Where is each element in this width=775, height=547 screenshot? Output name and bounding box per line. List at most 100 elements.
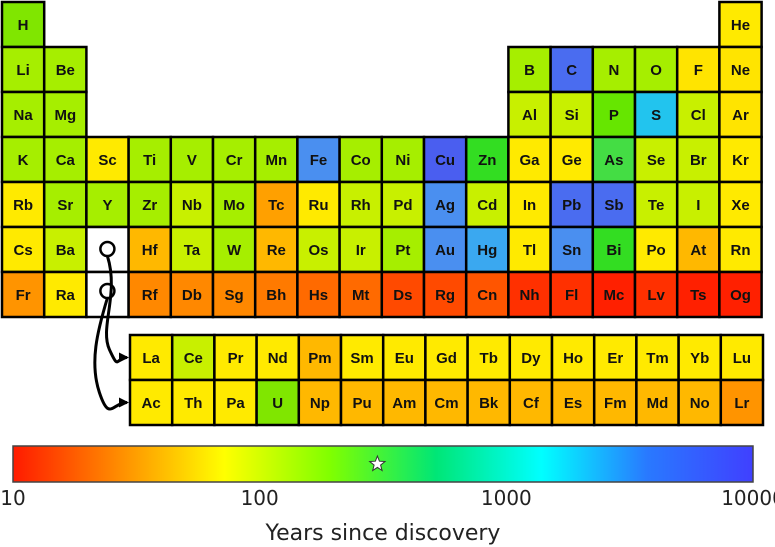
element-cs: Cs [0, 225, 46, 274]
link-arrow [93, 297, 129, 411]
element-cell-bg [422, 225, 468, 274]
element-cell-bg [424, 378, 469, 427]
element-symbol: Cn [477, 287, 497, 304]
color-bar [12, 445, 754, 483]
element-symbol: Ga [519, 152, 540, 169]
element-symbol: Co [351, 152, 371, 169]
element-symbol: Fl [565, 287, 578, 304]
element-y: Y [85, 180, 130, 229]
element-as: As [591, 135, 637, 184]
element-bi: Bi [591, 225, 637, 274]
element-symbol: Pr [228, 350, 244, 367]
element-cell-bg [718, 180, 763, 229]
element-symbol: Hg [477, 242, 497, 259]
element-f: F [675, 45, 721, 94]
element-rh: Rh [338, 180, 384, 229]
element-symbol: Te [648, 197, 664, 214]
element-cell-bg [380, 180, 426, 229]
legend-tick-label: 10000 [721, 486, 775, 510]
element-cell-bg [633, 225, 679, 274]
element-sb: Sb [591, 180, 637, 229]
element-symbol: Cf [523, 395, 540, 412]
element-cell-bg [507, 135, 552, 184]
element-symbol: Rf [142, 287, 159, 304]
element-symbol: H [18, 17, 29, 34]
element-symbol: Cd [477, 197, 497, 214]
element-symbol: Es [564, 395, 582, 412]
element-cr: Cr [211, 135, 257, 184]
element-symbol: Dy [521, 350, 541, 367]
element-mc: Mc [591, 270, 637, 319]
element-symbol: Bk [479, 395, 499, 412]
element-tc: Tc [253, 180, 299, 229]
element-cell-bg [381, 333, 427, 382]
element-h: H [0, 0, 46, 49]
element-symbol: Tm [646, 350, 669, 367]
element-symbol: Mn [265, 152, 287, 169]
element-b: B [507, 45, 552, 94]
element-tm: Tm [635, 333, 680, 382]
element-lr: Lr [719, 378, 765, 427]
element-cell-bg [296, 270, 341, 319]
element-cell-bg [718, 270, 763, 319]
element-symbol: Rh [351, 197, 371, 214]
element-cell-bg [0, 270, 46, 319]
element-symbol: Th [184, 395, 202, 412]
element-cell-bg [677, 378, 723, 427]
element-cell-bg [213, 378, 258, 427]
element-cell-bg [719, 378, 765, 427]
element-symbol: Sb [604, 197, 623, 214]
element-symbol: Ce [184, 350, 203, 367]
element-u: U [255, 378, 301, 427]
element-symbol: Er [607, 350, 623, 367]
element-symbol: Db [182, 287, 202, 304]
element-symbol: Pt [395, 242, 410, 259]
element-co: Co [338, 135, 384, 184]
element-symbol: Ds [393, 287, 412, 304]
element-bh: Bh [253, 270, 299, 319]
element-cell-bg [42, 135, 88, 184]
element-sg: Sg [211, 270, 257, 319]
element-dy: Dy [508, 333, 554, 382]
element-ce: Ce [170, 333, 216, 382]
element-symbol: Md [647, 395, 669, 412]
element-mt: Mt [338, 270, 384, 319]
element-symbol: Lr [734, 395, 749, 412]
element-symbol: Kr [732, 152, 749, 169]
element-symbol: Ru [309, 197, 329, 214]
element-symbol: Sn [562, 242, 581, 259]
element-symbol: Lu [733, 350, 751, 367]
element-br: Br [675, 135, 721, 184]
element-ca: Ca [42, 135, 88, 184]
element-tb: Tb [466, 333, 512, 382]
element-k: K [0, 135, 46, 184]
element-symbol: Xe [731, 197, 749, 214]
element-pr: Pr [213, 333, 258, 382]
element-symbol: Nb [182, 197, 202, 214]
element-cell-bg [677, 333, 723, 382]
element-fm: Fm [592, 378, 638, 427]
element-symbol: Nd [268, 350, 288, 367]
element-nb: Nb [169, 180, 215, 229]
element-he: He [718, 0, 763, 49]
color-legend: 10 100 1000 10000 Years since discovery [0, 445, 775, 546]
element-symbol: Pb [562, 197, 581, 214]
element-mg: Mg [42, 90, 88, 139]
element-cell-bg [339, 378, 385, 427]
element-fl: Fl [549, 270, 595, 319]
element-ti: Ti [127, 135, 173, 184]
element-pu: Pu [339, 378, 385, 427]
element-symbol: Bi [606, 242, 621, 259]
element-pt: Pt [380, 225, 426, 274]
element-cell-bg [422, 270, 468, 319]
element-cell-bg [424, 333, 469, 382]
element-symbol: Tc [268, 197, 284, 214]
element-cell-bg [211, 270, 257, 319]
element-symbol: Ar [732, 107, 749, 124]
element-symbol: Mo [223, 197, 245, 214]
element-symbol: Na [14, 107, 34, 124]
element-symbol: Hs [309, 287, 328, 304]
element-p: P [591, 90, 637, 139]
element-symbol: Ac [142, 395, 161, 412]
element-symbol: F [694, 62, 703, 79]
